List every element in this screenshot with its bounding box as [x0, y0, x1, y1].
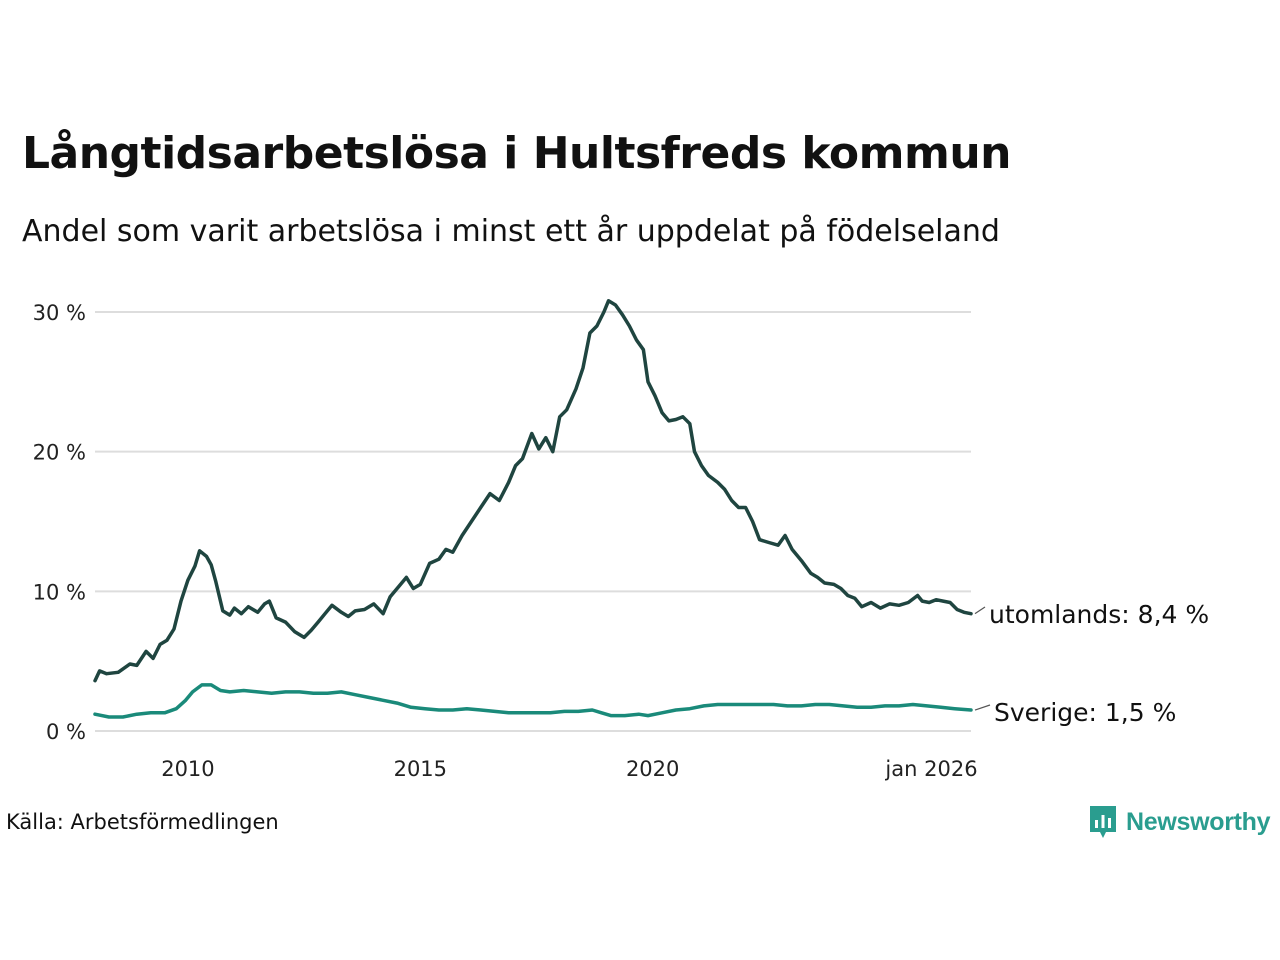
- x-tick-label: 2015: [394, 757, 447, 781]
- x-tick-label: 2020: [626, 757, 679, 781]
- y-tick-label: 10 %: [33, 580, 86, 604]
- y-tick-label: 0 %: [46, 720, 86, 744]
- x-tick-label: jan 2026: [884, 757, 977, 781]
- end-label-utomlands: utomlands: 8,4 %: [989, 600, 1209, 629]
- chart-subtitle: Andel som varit arbetslösa i minst ett å…: [22, 214, 1000, 249]
- series-line-sverige: [93, 683, 973, 719]
- end-label-leader: [974, 704, 991, 711]
- newsworthy-logo[interactable]: Newsworthy: [1088, 804, 1271, 840]
- end-label-leader: [974, 606, 986, 615]
- end-label-sverige: Sverige: 1,5 %: [994, 698, 1176, 727]
- brand-name: Newsworthy: [1126, 807, 1271, 836]
- chart-title: Långtidsarbetslösa i Hultsfreds kommun: [22, 128, 1012, 179]
- x-tick-label: 2010: [161, 757, 214, 781]
- newsworthy-logo-icon: [1090, 806, 1116, 838]
- y-tick-label: 20 %: [33, 441, 86, 465]
- series-line-utomlands: [93, 299, 973, 683]
- source-note: Källa: Arbetsförmedlingen: [6, 810, 279, 834]
- y-tick-label: 30 %: [33, 301, 86, 325]
